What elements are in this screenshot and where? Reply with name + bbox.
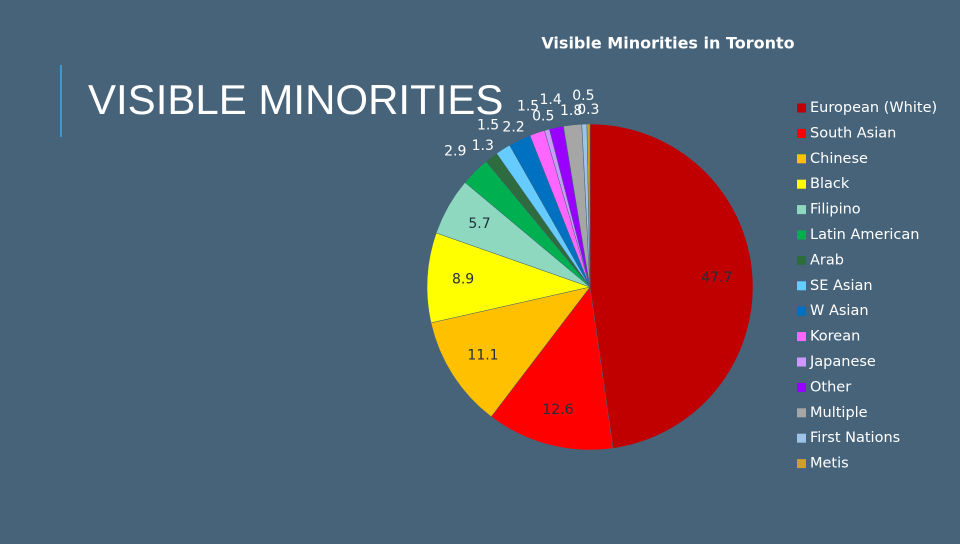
- legend-swatch: [797, 433, 806, 443]
- legend-label: Korean: [810, 329, 860, 345]
- data-label: 0.5: [572, 88, 594, 104]
- pie-slice: [589, 123, 754, 449]
- legend-label: South Asian: [810, 125, 896, 141]
- pie-slice: [430, 286, 591, 418]
- legend-label: Other: [810, 379, 851, 395]
- data-label: 0.5: [532, 108, 554, 124]
- data-label: 1.8: [560, 103, 582, 119]
- pie-slice: [586, 123, 591, 288]
- legend-swatch: [797, 459, 806, 469]
- legend-swatch: [797, 306, 806, 316]
- data-label: 2.9: [444, 144, 466, 160]
- legend-swatch: [797, 255, 806, 265]
- legend-label: Multiple: [810, 405, 868, 421]
- data-label: 8.9: [452, 272, 474, 288]
- data-label: 11.1: [467, 348, 498, 364]
- legend-swatch: [797, 281, 806, 291]
- legend-label: Chinese: [810, 151, 868, 167]
- legend-swatch: [797, 230, 806, 240]
- legend-swatch: [797, 357, 806, 367]
- legend-label: Arab: [810, 252, 844, 268]
- legend-label: Metis: [810, 456, 849, 472]
- slide-title: VISIBLE MINORITIES: [88, 76, 503, 123]
- legend-label: Filipino: [810, 202, 861, 218]
- legend-swatch: [797, 408, 806, 418]
- legend-label: Black: [810, 176, 850, 192]
- legend-swatch: [797, 179, 806, 189]
- data-label: 1.4: [540, 92, 562, 108]
- data-label: 1.5: [477, 117, 499, 133]
- legend-label: European (White): [810, 100, 937, 116]
- legend-label: Japanese: [809, 354, 876, 370]
- legend-swatch: [797, 128, 806, 138]
- legend-swatch: [797, 154, 806, 164]
- legend-label: First Nations: [810, 430, 900, 446]
- data-label: 1.3: [472, 138, 494, 154]
- data-label: 12.6: [542, 402, 573, 418]
- legend-label: SE Asian: [810, 278, 873, 294]
- legend-swatch: [797, 382, 806, 392]
- pie-slice: [490, 286, 614, 451]
- data-label: 5.7: [468, 216, 490, 232]
- chart-title: Visible Minorities in Toronto: [541, 34, 794, 53]
- pie-slice: [426, 232, 591, 324]
- data-label: 2.2: [502, 119, 524, 135]
- data-label: 1.5: [517, 98, 539, 114]
- data-label: 0.3: [577, 102, 599, 118]
- legend-label: Latin American: [810, 227, 919, 243]
- legend-swatch: [797, 332, 806, 342]
- legend-swatch: [797, 205, 806, 215]
- legend-label: W Asian: [810, 303, 869, 319]
- data-label: 47.7: [701, 270, 732, 286]
- legend-swatch: [797, 103, 806, 113]
